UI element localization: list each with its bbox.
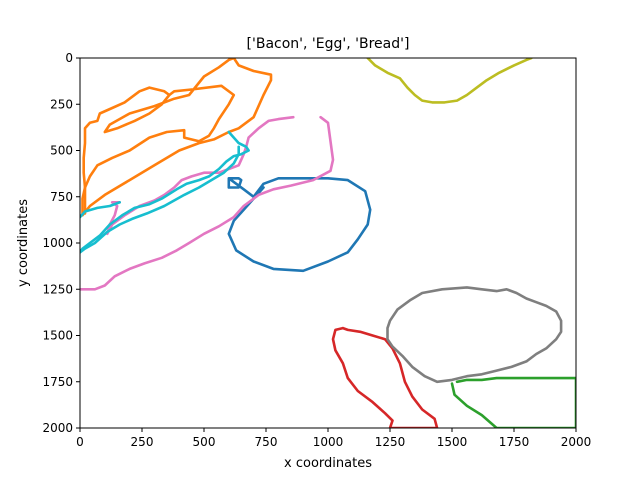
series-line-9	[80, 130, 250, 254]
x-tick-label: 1750	[499, 435, 530, 449]
x-axis-label: x coordinates	[284, 456, 372, 471]
y-tick-label: 1000	[42, 236, 73, 250]
series-line-11	[80, 201, 121, 219]
x-tick-label: 2000	[561, 435, 592, 449]
x-tick-label: 500	[193, 435, 216, 449]
y-tick-label: 1750	[42, 375, 73, 389]
y-tick-label: 500	[50, 144, 73, 158]
series-line-7	[386, 286, 563, 384]
x-tick-label: 1500	[437, 435, 468, 449]
series-line-0	[227, 177, 372, 273]
y-tick-label: 0	[65, 51, 73, 65]
series-line-4	[331, 326, 439, 428]
series-line-3	[450, 376, 576, 428]
x-tick-label: 1250	[375, 435, 406, 449]
y-axis-label: y coordinates	[16, 199, 31, 287]
x-tick-label: 750	[255, 435, 278, 449]
y-tick-label: 1250	[42, 282, 73, 296]
y-tick-label: 250	[50, 97, 73, 111]
y-axis: 0 250 500 750 1000 1250 1500 1750 2000	[42, 51, 80, 435]
x-tick-label: 250	[131, 435, 154, 449]
x-tick-label: 0	[76, 435, 84, 449]
x-axis: 0 250 500 750 1000 1250 1500 1750 2000	[76, 428, 591, 449]
series-line-8	[366, 58, 533, 104]
y-tick-label: 2000	[42, 421, 73, 435]
series-line-10	[80, 145, 240, 254]
y-tick-label: 750	[50, 190, 73, 204]
chart-title: ['Bacon', 'Egg', 'Bread']	[247, 36, 410, 52]
plot-area	[80, 58, 576, 428]
y-tick-label: 1500	[42, 329, 73, 343]
series-line-1	[81, 58, 273, 217]
series-line-5	[80, 115, 335, 291]
x-tick-label: 1000	[313, 435, 344, 449]
series-line-2	[82, 86, 171, 215]
